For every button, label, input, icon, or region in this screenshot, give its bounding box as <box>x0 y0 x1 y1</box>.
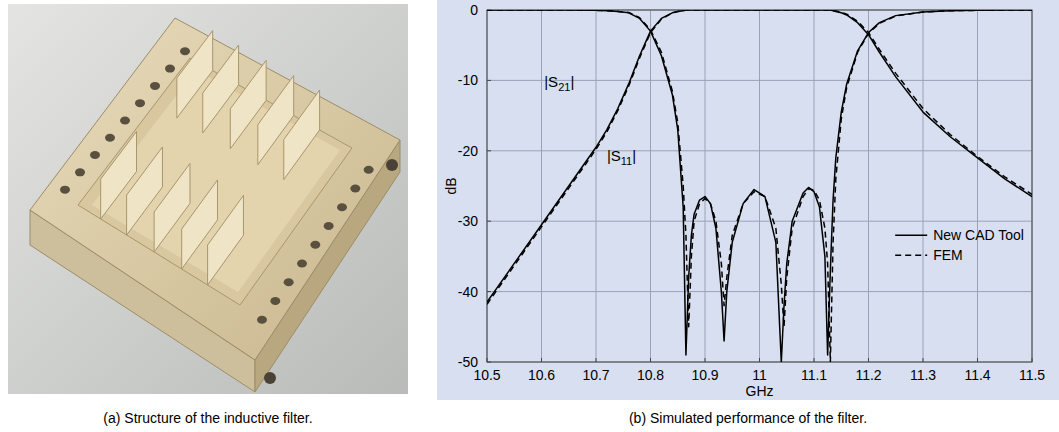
block-top <box>30 18 400 360</box>
x-tick-label: 11.5 <box>1019 367 1045 383</box>
figure: (a) Structure of the inductive filter. 10… <box>0 0 1059 432</box>
tick <box>487 150 491 151</box>
screw-hole <box>350 185 360 193</box>
screw-hole <box>257 316 267 324</box>
annotation-part: |S <box>607 147 621 164</box>
grid-line <box>596 10 597 362</box>
annotation: |S21| <box>544 73 574 93</box>
caption: (a) Structure of the inductive filter. <box>103 410 312 426</box>
y-tick-label: 0 <box>470 2 478 18</box>
y-tick-label: -10 <box>458 72 478 88</box>
x-axis-title: GHz <box>746 383 774 399</box>
screw-hole <box>165 65 175 73</box>
grid-line <box>487 150 1032 151</box>
screw-hole <box>337 203 347 211</box>
grid-line <box>759 10 760 362</box>
y-tick-label: -40 <box>458 284 478 300</box>
tick <box>977 358 978 362</box>
plot-frame <box>487 10 1032 362</box>
x-tick-label: 11.2 <box>855 367 881 383</box>
tick <box>487 221 491 222</box>
tick <box>487 80 491 81</box>
y-tick-label: -50 <box>458 354 478 370</box>
photo-panel <box>8 4 408 394</box>
screw-hole <box>364 166 374 174</box>
screw-hole <box>270 297 280 305</box>
x-tick-label: 10.8 <box>637 367 664 383</box>
grid-line <box>923 10 924 362</box>
port <box>264 372 276 384</box>
tick <box>868 358 869 362</box>
grid-line <box>487 221 1032 222</box>
grid-line <box>814 10 815 362</box>
screw-hole <box>135 99 145 107</box>
series-line <box>487 10 1032 302</box>
grid-line <box>650 10 651 362</box>
screw-hole <box>60 186 70 194</box>
ticks: 10.510.610.710.810.91111.111.211.311.411… <box>458 2 1046 383</box>
screw-hole <box>284 278 294 286</box>
legend-swatch <box>895 255 927 257</box>
caption: (b) Simulated performance of the filter. <box>629 410 867 426</box>
x-tick-label: 11.1 <box>801 367 827 383</box>
annotation: |S11| <box>607 147 636 167</box>
x-tick-label: 10.6 <box>528 367 555 383</box>
screw-hole <box>90 151 100 159</box>
screw-hole <box>105 134 115 142</box>
x-tick-label: 11 <box>752 367 767 383</box>
y-tick-label: -30 <box>458 213 478 229</box>
tick <box>705 358 706 362</box>
series-lines <box>487 10 1032 362</box>
tick <box>487 362 491 363</box>
tick <box>759 358 760 362</box>
grid-line <box>977 10 978 362</box>
port <box>386 159 398 171</box>
iris-wall <box>284 90 320 180</box>
annotation-subscript: 11 <box>621 155 632 167</box>
screw-hole <box>297 260 307 268</box>
legend-label: FEM <box>933 247 963 263</box>
y-tick-label: -20 <box>458 143 478 159</box>
grid-line <box>705 10 706 362</box>
annotation-part: | <box>632 147 636 164</box>
legend-swatch <box>895 235 927 237</box>
photo-background <box>8 4 408 394</box>
annotation-part: |S <box>544 73 558 90</box>
tick <box>650 358 651 362</box>
series-line <box>487 10 1032 362</box>
chart-panel-background <box>437 0 1059 400</box>
screw-hole <box>310 241 320 249</box>
screw-hole <box>180 47 190 55</box>
grid-line <box>487 291 1032 292</box>
tick <box>487 358 488 362</box>
series-line <box>487 10 1032 362</box>
tick <box>541 358 542 362</box>
grid-line <box>868 10 869 362</box>
annotation-part: | <box>570 73 574 90</box>
screw-hole <box>75 168 85 176</box>
iris-wall <box>208 195 244 285</box>
annotation-subscript: 21 <box>558 81 570 93</box>
y-axis-title: dB <box>443 177 459 194</box>
grid <box>487 10 1032 362</box>
tick <box>487 291 491 292</box>
x-tick-label: 10.7 <box>582 367 609 383</box>
series-line <box>487 10 1032 304</box>
tick <box>814 358 815 362</box>
x-tick-label: 11.4 <box>964 367 990 383</box>
grid-line <box>541 10 542 362</box>
screw-hole <box>120 116 130 124</box>
page-background <box>0 0 1059 432</box>
x-tick-label: 10.9 <box>691 367 718 383</box>
tick <box>1032 358 1033 362</box>
legend-label: New CAD Tool <box>933 227 1024 243</box>
tick <box>596 358 597 362</box>
legend: New CAD Tool FEM <box>895 227 1024 263</box>
tick <box>923 358 924 362</box>
x-tick-label: 11.3 <box>910 367 936 383</box>
screw-hole <box>324 222 334 230</box>
screw-hole <box>150 82 160 90</box>
